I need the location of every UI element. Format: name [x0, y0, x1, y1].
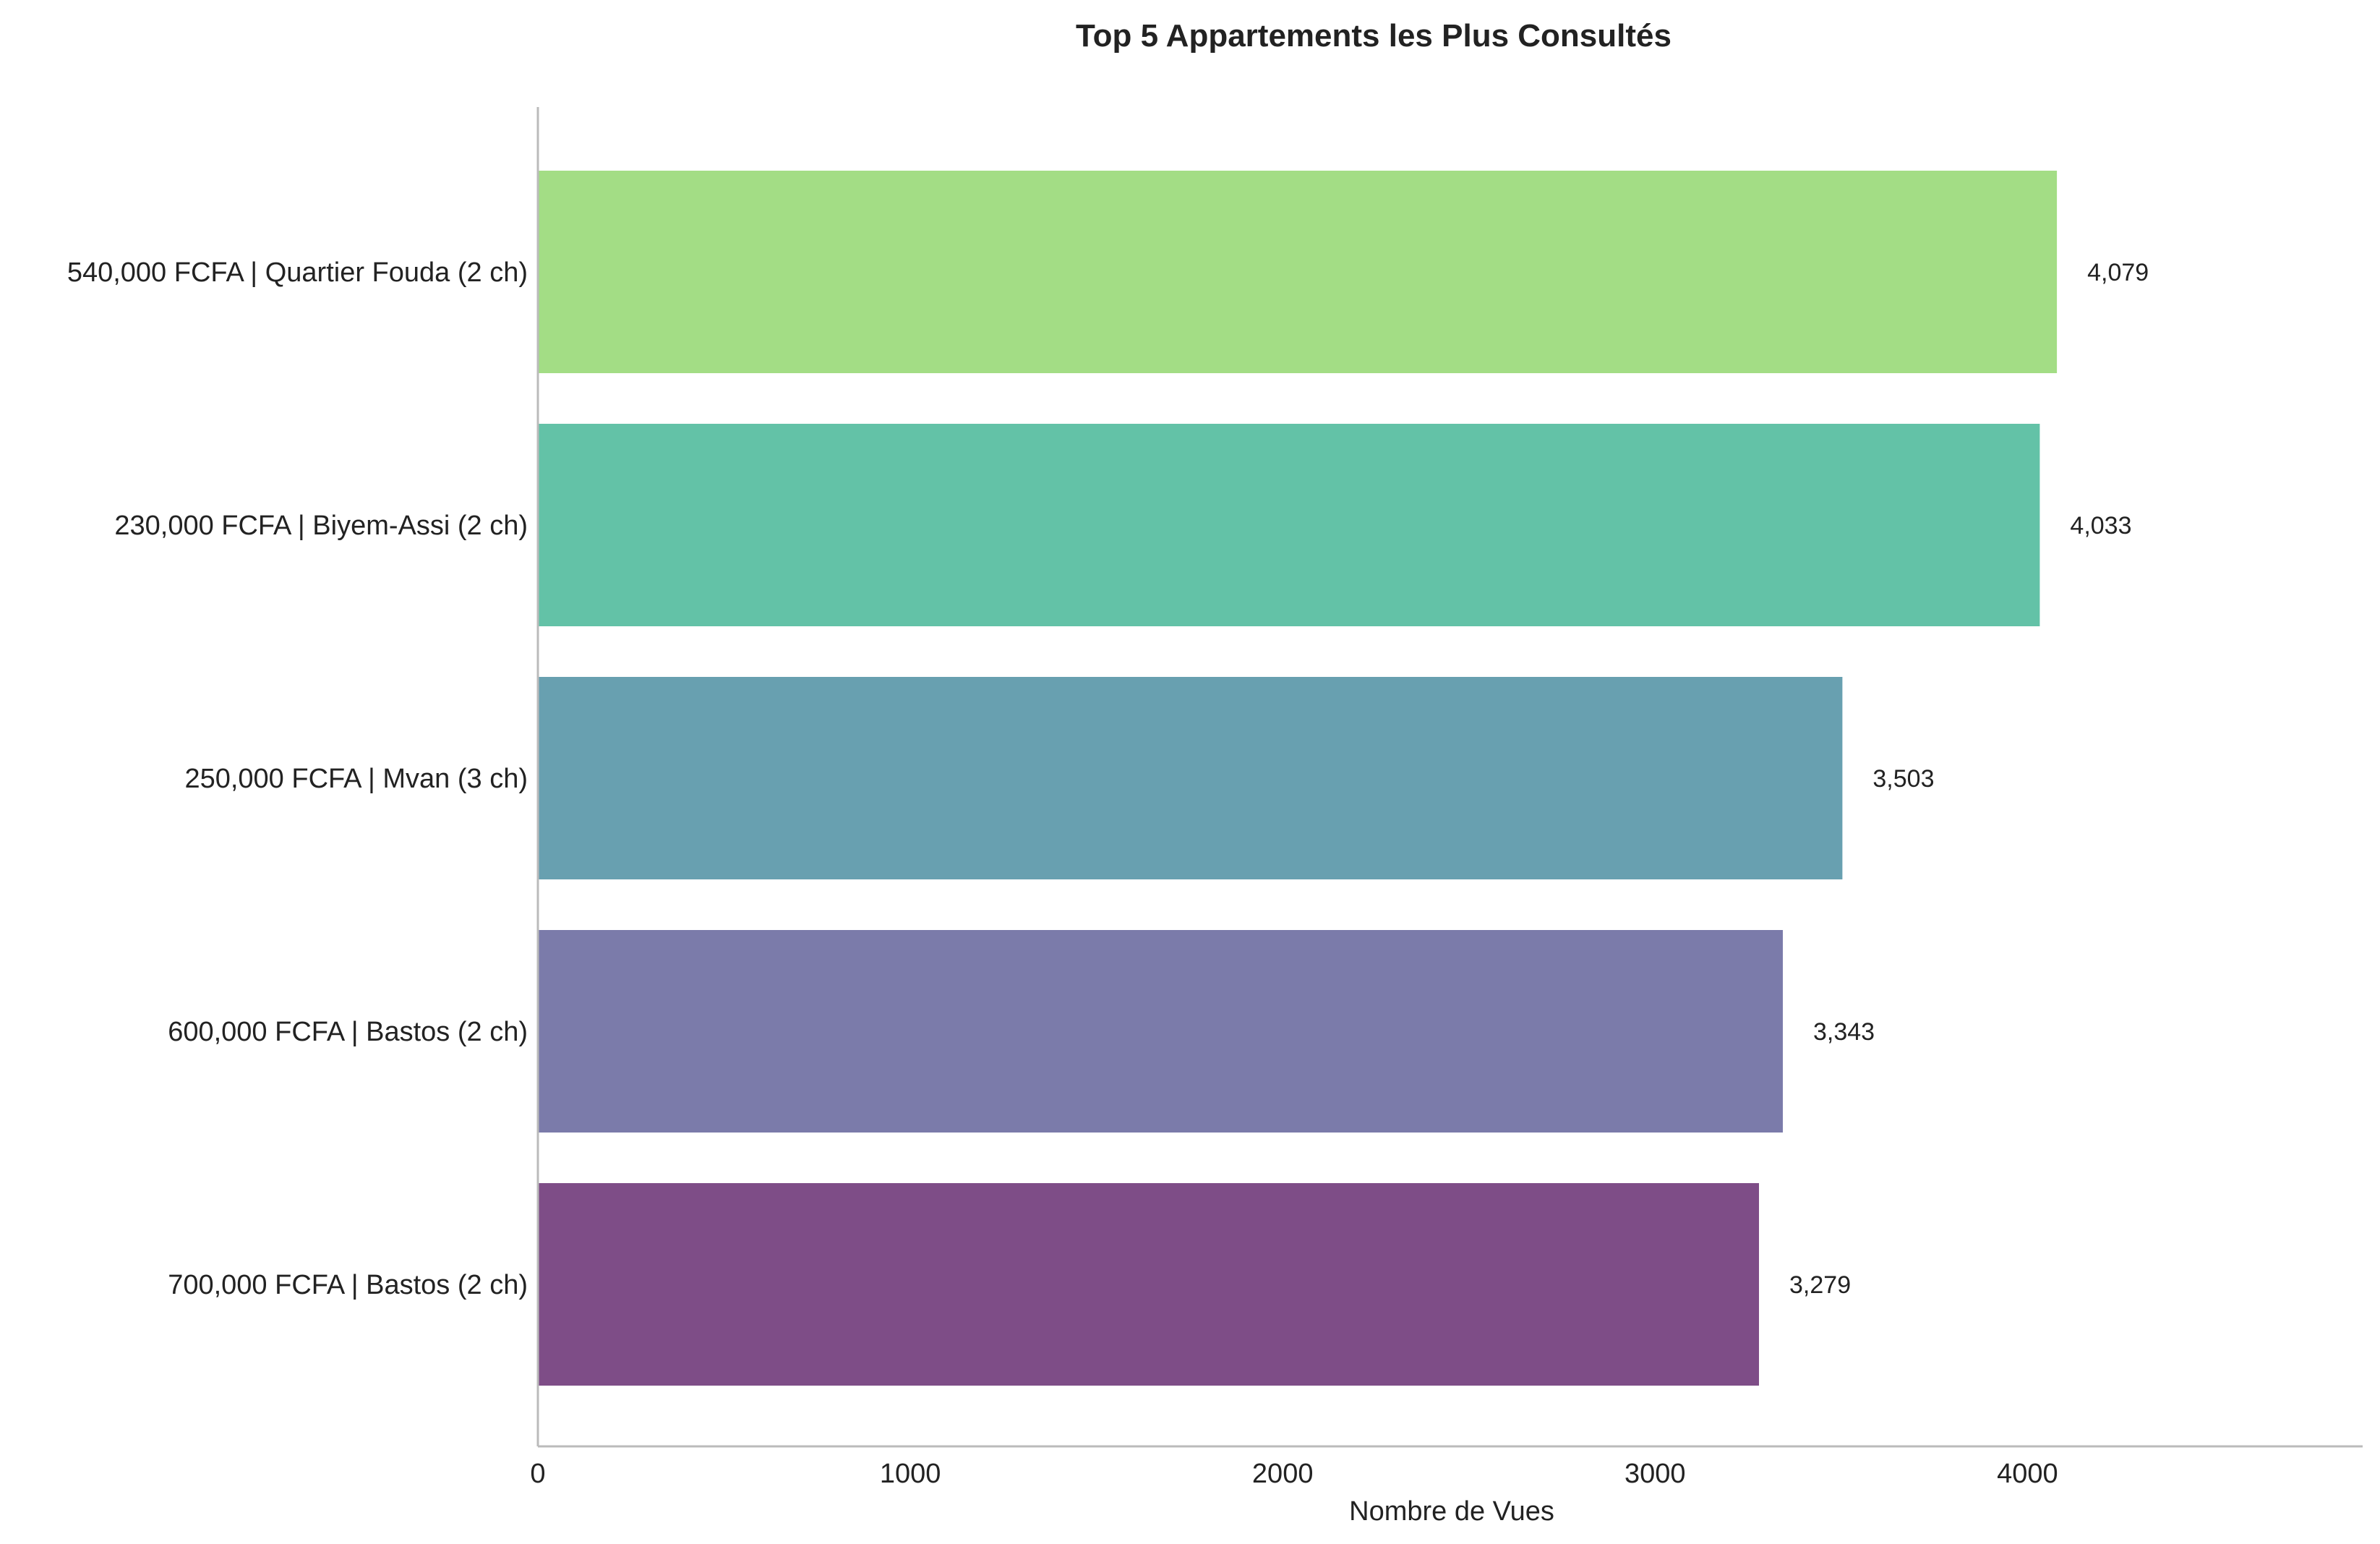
category-label-3: 250,000 FCFA | Mvan (3 ch) [184, 764, 528, 794]
bar-4 [538, 930, 1783, 1133]
x-tick-2000: 2000 [1252, 1459, 1314, 1489]
x-axis-label: Nombre de Vues [1349, 1496, 1554, 1527]
bar-3 [538, 677, 1843, 879]
bar-1 [538, 171, 2058, 373]
x-tick-1000: 1000 [880, 1459, 941, 1489]
category-label-1: 540,000 FCFA | Quartier Fouda (2 ch) [67, 257, 528, 288]
value-label-1: 4,079 [2087, 259, 2149, 286]
data-labels: 4,079 4,033 3,503 3,343 3,279 [1789, 259, 2149, 1299]
category-label-4: 600,000 FCFA | Bastos (2 ch) [168, 1017, 528, 1047]
chart-title: Top 5 Appartements les Plus Consultés [1076, 18, 1671, 54]
value-label-2: 4,033 [2070, 512, 2131, 539]
value-label-4: 3,343 [1813, 1018, 1875, 1046]
y-tick-labels: 540,000 FCFA | Quartier Fouda (2 ch) 230,… [67, 257, 528, 1300]
category-label-2: 230,000 FCFA | Biyem-Assi (2 ch) [114, 511, 528, 541]
x-tick-4000: 4000 [1997, 1459, 2058, 1489]
category-label-5: 700,000 FCFA | Bastos (2 ch) [168, 1270, 528, 1300]
value-label-5: 3,279 [1789, 1271, 1851, 1299]
x-tick-labels: 0 1000 2000 3000 4000 [530, 1459, 2058, 1489]
bar-2 [538, 424, 2040, 626]
bar-5 [538, 1183, 1760, 1386]
x-tick-0: 0 [530, 1459, 545, 1489]
value-label-3: 3,503 [1872, 765, 1934, 793]
bars-group [538, 171, 2058, 1386]
x-tick-3000: 3000 [1625, 1459, 1686, 1489]
